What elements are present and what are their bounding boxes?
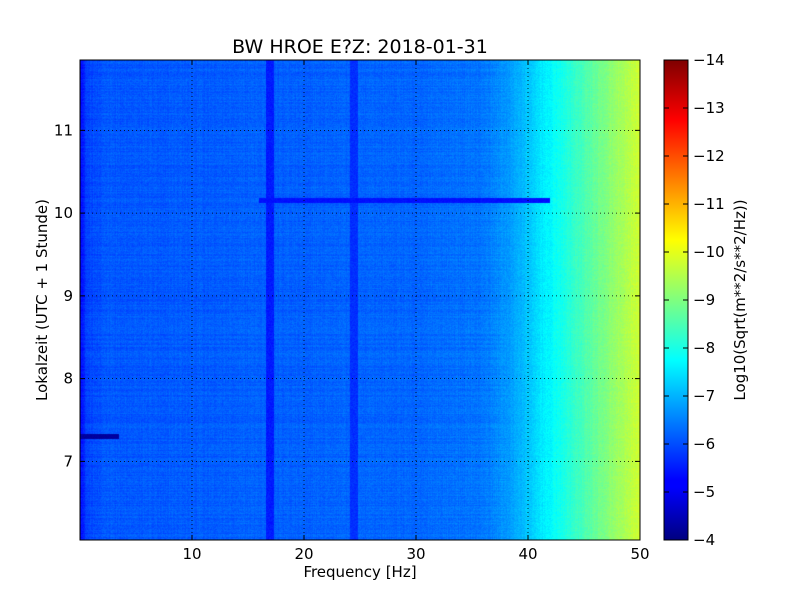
colorbar-tick-label: −11 <box>693 195 725 213</box>
y-tick-label: 7 <box>63 452 73 470</box>
colorbar-tick-label: −4 <box>693 531 715 549</box>
x-tick-label: 50 <box>630 545 649 563</box>
x-tick-label: 40 <box>518 545 537 563</box>
colorbar-tick-label: −6 <box>693 435 715 453</box>
grid-lines <box>80 60 640 540</box>
colorbar-tick-label: −7 <box>693 387 715 405</box>
colorbar-tick-label: −10 <box>693 243 725 261</box>
plot-frame <box>79 59 641 541</box>
y-tick-label: 11 <box>54 121 73 139</box>
colorbar-tick-label: −13 <box>693 99 725 117</box>
colorbar-tick-label: −14 <box>693 51 725 69</box>
y-axis: 7 8 9 10 11 <box>54 121 640 470</box>
x-tick-label: 10 <box>182 545 201 563</box>
x-axis: 10 20 30 40 50 <box>182 60 650 563</box>
colorbar-tick-label: −9 <box>693 291 715 309</box>
y-tick-label: 10 <box>54 204 73 222</box>
spectrogram-heatmap <box>80 60 640 540</box>
chart-title: BW HROE E?Z: 2018-01-31 <box>232 36 488 58</box>
y-tick-label: 8 <box>63 370 73 388</box>
colorbar-ticks: −4 −5 −6 −7 −8 −9 −10 −11 −12 −13 −14 <box>664 51 725 549</box>
colorbar-tick-label: −8 <box>693 339 715 357</box>
x-tick-label: 20 <box>294 545 313 563</box>
y-tick-label: 9 <box>63 287 73 305</box>
x-tick-label: 30 <box>406 545 425 563</box>
colorbar: −4 −5 −6 −7 −8 −9 −10 −11 −12 −13 −14 Log10(Sqrt(m… <box>663 51 749 549</box>
x-axis-label: Frequency [Hz] <box>303 563 416 581</box>
y-axis-label: Lokalzeit (UTC + 1 Stunde) <box>33 199 51 401</box>
colorbar-tick-label: −5 <box>693 483 715 501</box>
colorbar-tick-label: −12 <box>693 147 725 165</box>
colorbar-label: Log10(Sqrt(m**2/s**2/Hz)) <box>731 199 749 400</box>
heatmap-area <box>80 60 640 540</box>
